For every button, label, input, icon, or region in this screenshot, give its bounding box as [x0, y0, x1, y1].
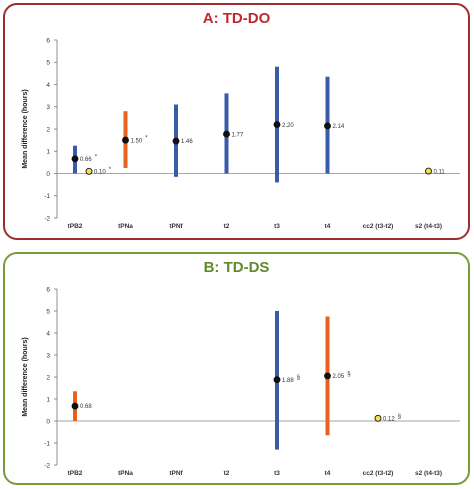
category-label: cc2 (t3-t2): [363, 470, 394, 477]
y-tick-label: 1: [46, 149, 50, 156]
mean-point: [85, 167, 93, 175]
category-label: tPNa: [118, 470, 133, 477]
value-label: 2.05: [333, 374, 345, 380]
mean-point: [374, 414, 382, 422]
mean-point: [324, 122, 331, 130]
value-label: 1.77: [232, 132, 244, 138]
significance-mark: §: [297, 375, 300, 381]
value-label: 0.10: [94, 169, 106, 175]
mean-point: [425, 167, 432, 175]
y-tick-label: 6: [46, 37, 50, 44]
panel-a: A: TD-DO -2 -1 0 1 2 3 4 5 6 Mean difference (hou…: [3, 3, 470, 240]
category-label: cc2 (t3-t2): [363, 223, 394, 230]
significance-mark: §: [398, 414, 401, 420]
y-axis-title: Mean difference (hours): [22, 89, 29, 168]
category-label: tPNa: [118, 223, 133, 230]
y-tick-label: 0: [46, 171, 50, 178]
category-label: s2 (t4-t3): [415, 470, 442, 477]
category-label: t2: [224, 470, 230, 477]
value-label: 0.68: [80, 404, 92, 410]
panel-b: B: TD-DS -2 -1 0 1 2 3 4 5 6 Mean difference (hou…: [3, 252, 470, 485]
value-label: 2.14: [333, 124, 345, 130]
y-tick-label: 3: [46, 352, 50, 359]
significance-mark: *: [109, 167, 112, 173]
y-tick-label: 4: [46, 330, 50, 337]
y-tick-label: -2: [44, 215, 50, 222]
value-label: 0.66: [80, 157, 92, 163]
y-tick-label: 3: [46, 104, 50, 111]
category-label: t3: [274, 223, 280, 230]
mean-point: [223, 130, 230, 138]
category-label: t4: [325, 470, 331, 477]
value-label: 1.50: [131, 138, 143, 144]
mean-point: [172, 137, 180, 145]
y-tick-label: -1: [44, 193, 50, 200]
y-tick-label: 2: [46, 126, 50, 133]
significance-mark: §: [347, 371, 350, 377]
value-label: 1.46: [181, 139, 193, 145]
y-tick-label: 5: [46, 308, 50, 315]
significance-mark: *: [95, 154, 98, 160]
value-label: 1.88: [282, 378, 294, 384]
y-tick-label: 0: [46, 418, 50, 425]
value-label: 2.20: [282, 123, 294, 129]
mean-point: [273, 376, 281, 384]
significance-mark: *: [145, 136, 148, 142]
mean-point: [122, 136, 129, 144]
category-label: s2 (t4-t3): [415, 223, 442, 230]
value-label: 0.12: [383, 417, 395, 423]
category-label: t3: [274, 470, 280, 477]
mean-point: [324, 372, 331, 380]
mean-point: [71, 402, 79, 410]
y-axis-title: Mean difference (hours): [22, 337, 29, 416]
y-tick-label: 4: [46, 82, 50, 89]
category-label: tPB2: [68, 223, 83, 230]
y-tick-label: -2: [44, 462, 50, 469]
y-tick-label: 5: [46, 60, 50, 67]
category-label: tPB2: [68, 470, 83, 477]
category-label: t2: [224, 223, 230, 230]
category-label: tPNf: [169, 470, 183, 477]
chart-b: -2 -1 0 1 2 3 4 5 6 Mean difference (hours) tPB2 tP…: [22, 286, 460, 477]
y-tick-label: 2: [46, 374, 50, 381]
mean-point: [71, 155, 79, 163]
value-label: 0.11: [434, 169, 446, 175]
chart-a: -2 -1 0 1 2 3 4 5 6 Mean difference (hours) tPB2 tP…: [22, 37, 460, 230]
y-tick-label: -1: [44, 440, 50, 447]
mean-point: [273, 121, 281, 129]
y-tick-label: 1: [46, 396, 50, 403]
y-tick-label: 6: [46, 286, 50, 293]
category-label: tPNf: [169, 223, 183, 230]
category-label: t4: [325, 223, 331, 230]
chart-title-b: B: TD-DS: [203, 259, 270, 276]
chart-title-a: A: TD-DO: [202, 10, 271, 27]
